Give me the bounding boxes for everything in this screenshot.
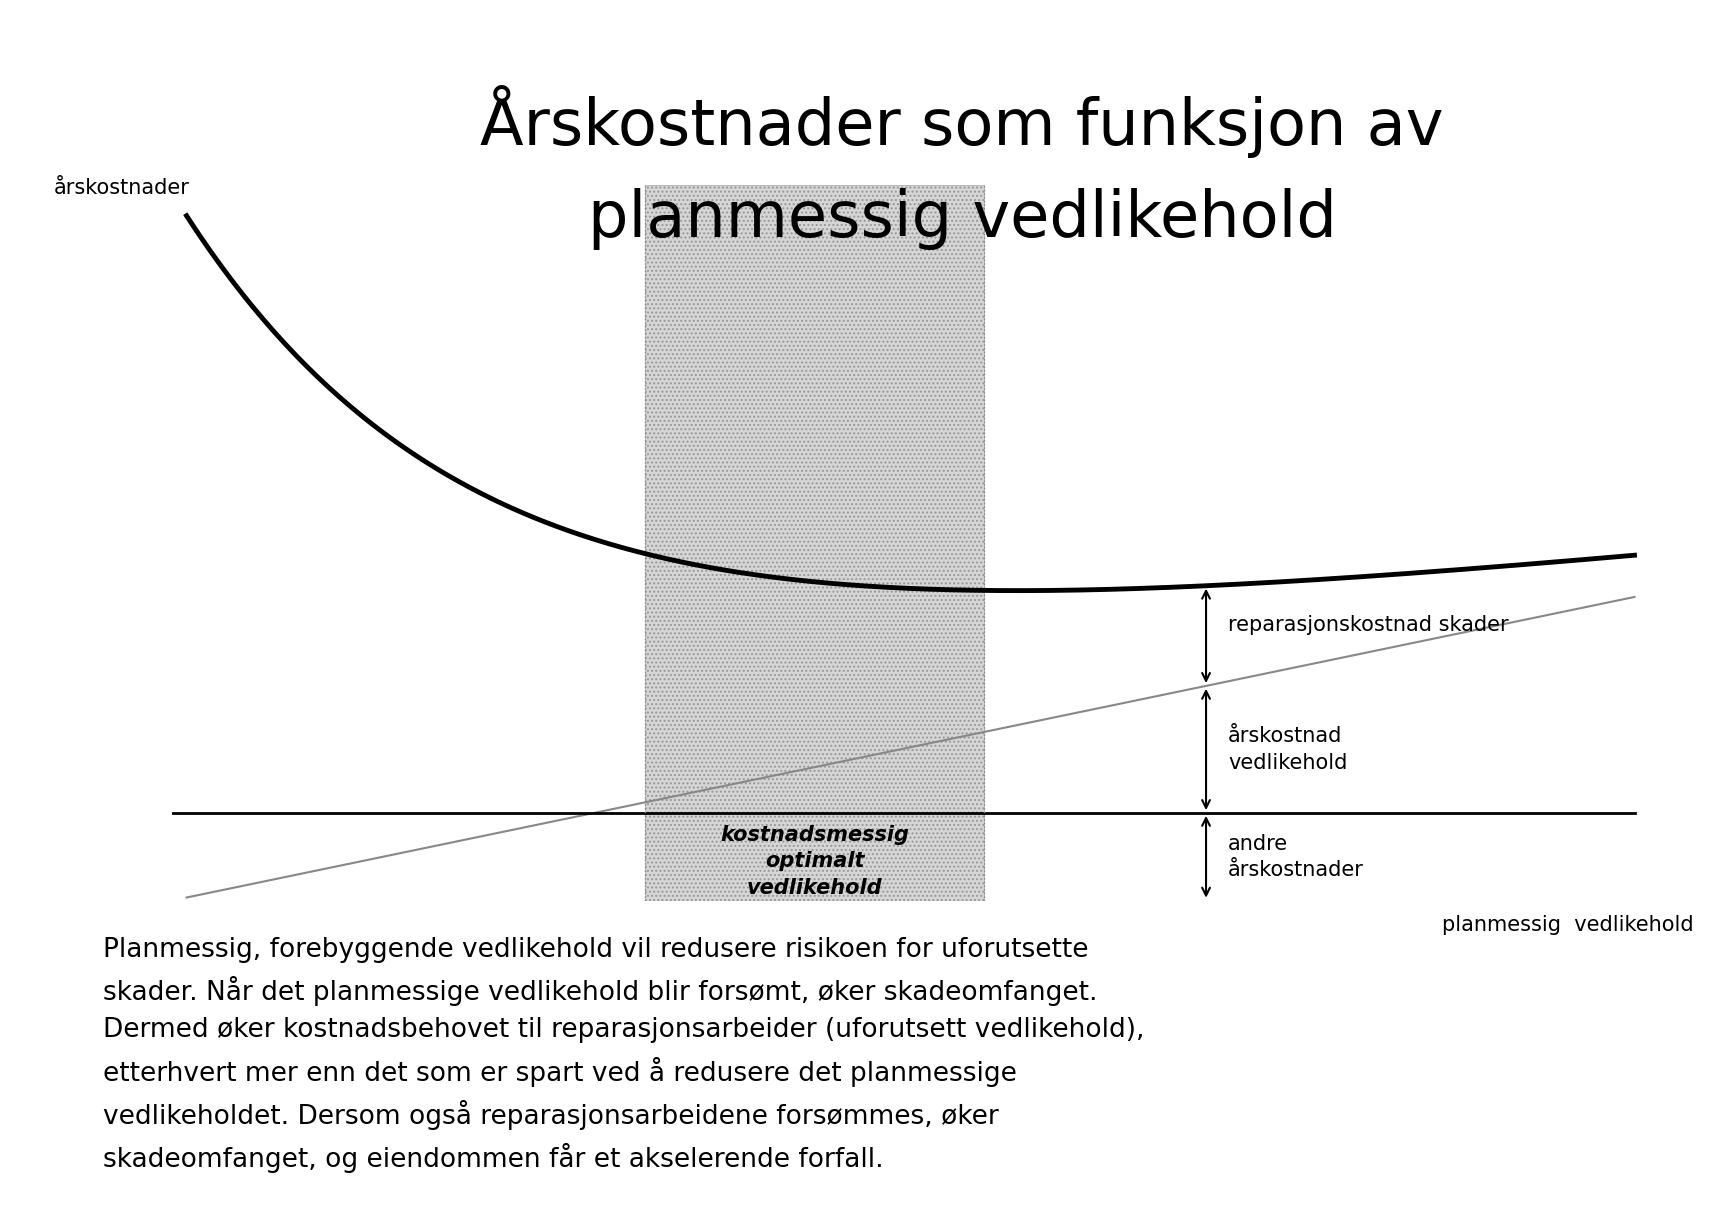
Text: planmessig  vedlikehold: planmessig vedlikehold bbox=[1441, 915, 1694, 935]
Text: årskostnad
vedlikehold: årskostnad vedlikehold bbox=[1228, 727, 1347, 773]
Text: reparasjonskostnad skader: reparasjonskostnad skader bbox=[1228, 615, 1508, 635]
Text: Årskostnader som funksjon av: Årskostnader som funksjon av bbox=[481, 85, 1443, 158]
Text: planmessig vedlikehold: planmessig vedlikehold bbox=[588, 189, 1337, 249]
Text: kostnadsmessig
optimalt
vedlikehold: kostnadsmessig optimalt vedlikehold bbox=[720, 825, 909, 898]
Text: andre
årskostnader: andre årskostnader bbox=[1228, 834, 1364, 880]
Text: Planmessig, forebyggende vedlikehold vil redusere risikoen for uforutsette
skade: Planmessig, forebyggende vedlikehold vil… bbox=[103, 937, 1144, 1173]
Text: årskostnader: årskostnader bbox=[53, 178, 189, 197]
